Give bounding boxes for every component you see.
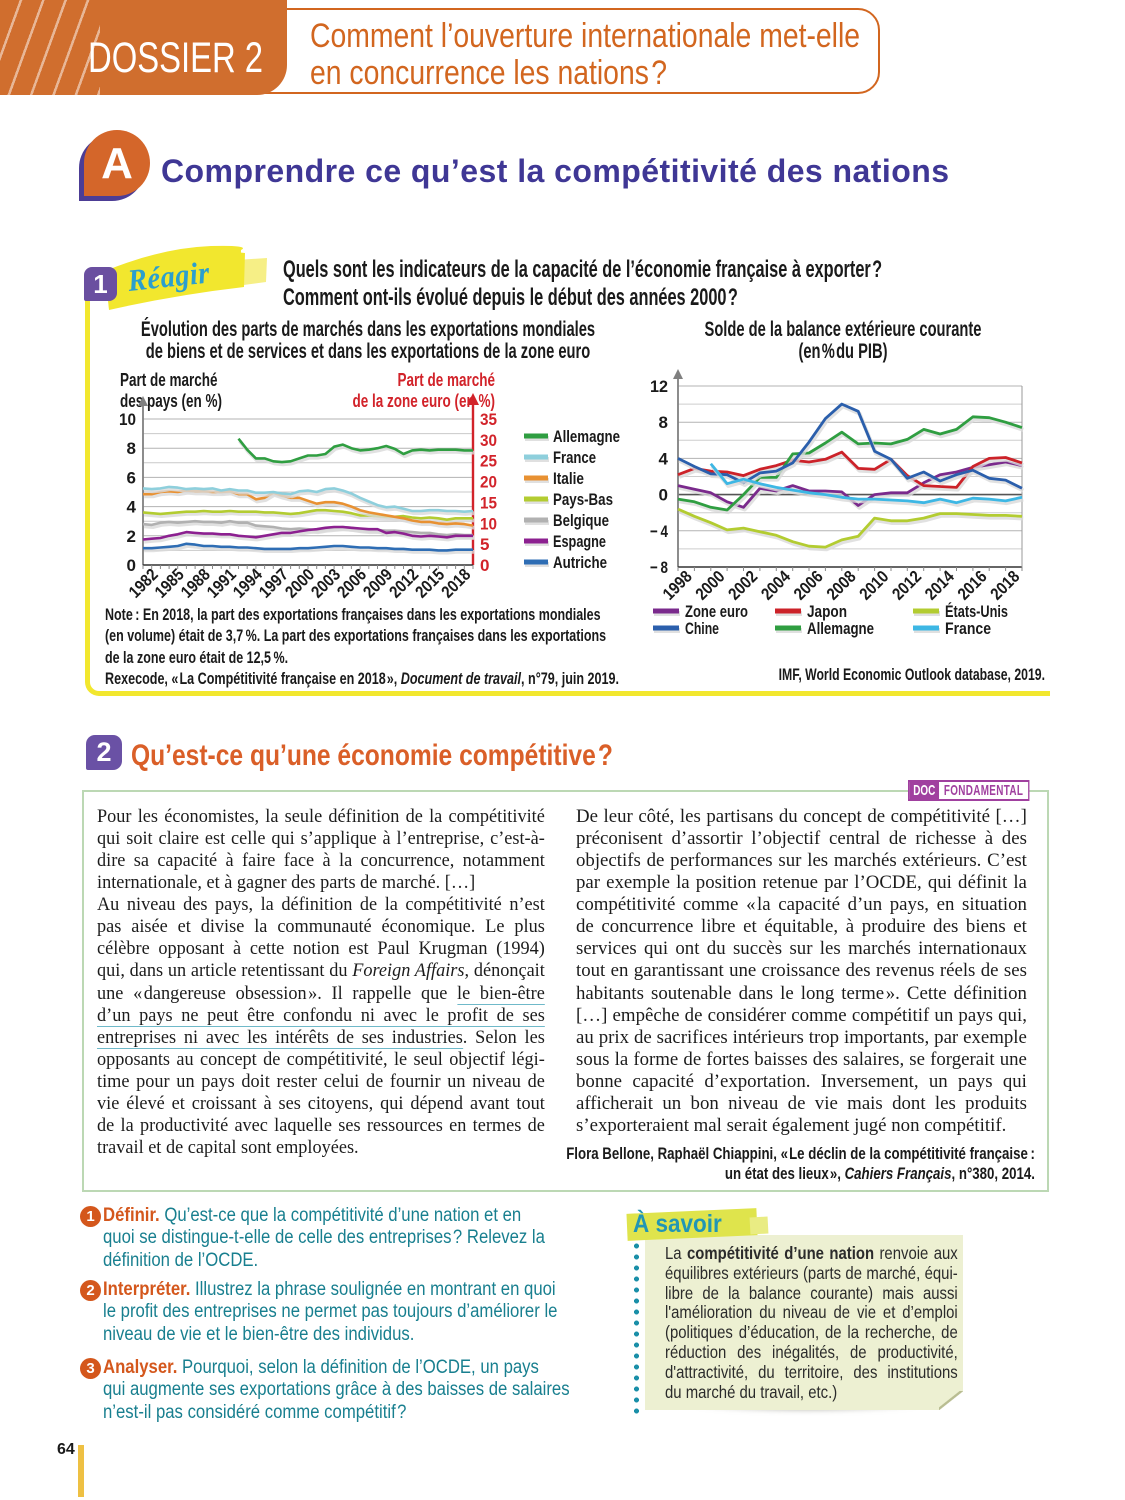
- svg-text:5: 5: [480, 535, 489, 554]
- svg-text:Pays-Bas: Pays-Bas: [553, 490, 613, 509]
- svg-text:Zone euro: Zone euro: [685, 602, 748, 621]
- svg-text:0: 0: [480, 556, 489, 575]
- svg-text:25: 25: [480, 452, 497, 471]
- svg-text:2018: 2018: [438, 565, 475, 602]
- svg-text:6: 6: [127, 468, 136, 487]
- svg-text:Autriche: Autriche: [553, 553, 607, 572]
- svg-text:− 8: − 8: [650, 558, 668, 577]
- svg-text:30: 30: [480, 431, 497, 450]
- svg-text:France: France: [553, 448, 596, 467]
- svg-text:− 4: − 4: [650, 522, 668, 541]
- svg-text:12: 12: [650, 377, 668, 396]
- svg-text:Belgique: Belgique: [553, 511, 609, 530]
- svg-text:8: 8: [127, 439, 136, 458]
- svg-text:2002: 2002: [725, 567, 762, 604]
- svg-text:Italie: Italie: [553, 469, 584, 488]
- svg-text:Espagne: Espagne: [553, 532, 606, 551]
- svg-text:Japon: Japon: [807, 602, 847, 621]
- svg-text:10: 10: [119, 410, 136, 429]
- svg-text:0: 0: [127, 556, 136, 575]
- svg-text:8: 8: [659, 413, 668, 432]
- svg-text:États-Unis: États-Unis: [945, 602, 1008, 621]
- svg-text:Allemagne: Allemagne: [807, 619, 874, 638]
- svg-text:4: 4: [659, 449, 669, 468]
- svg-text:2: 2: [127, 527, 136, 546]
- svg-text:France: France: [945, 619, 991, 638]
- svg-text:Allemagne: Allemagne: [553, 427, 620, 446]
- svg-text:2000: 2000: [692, 567, 729, 604]
- svg-text:15: 15: [480, 493, 497, 512]
- svg-text:2016: 2016: [954, 567, 991, 604]
- svg-text:2014: 2014: [921, 567, 958, 604]
- svg-text:2018: 2018: [987, 567, 1024, 604]
- svg-text:2012: 2012: [888, 567, 925, 604]
- svg-text:35: 35: [480, 410, 497, 429]
- svg-text:2010: 2010: [856, 567, 893, 604]
- svg-text:2004: 2004: [757, 567, 794, 604]
- svg-text:10: 10: [480, 514, 497, 533]
- svg-text:4: 4: [127, 498, 137, 517]
- svg-text:Chine: Chine: [685, 619, 719, 638]
- svg-text:2008: 2008: [823, 567, 860, 604]
- svg-text:2006: 2006: [790, 567, 827, 604]
- svg-text:20: 20: [480, 473, 497, 492]
- svg-text:0: 0: [659, 486, 668, 505]
